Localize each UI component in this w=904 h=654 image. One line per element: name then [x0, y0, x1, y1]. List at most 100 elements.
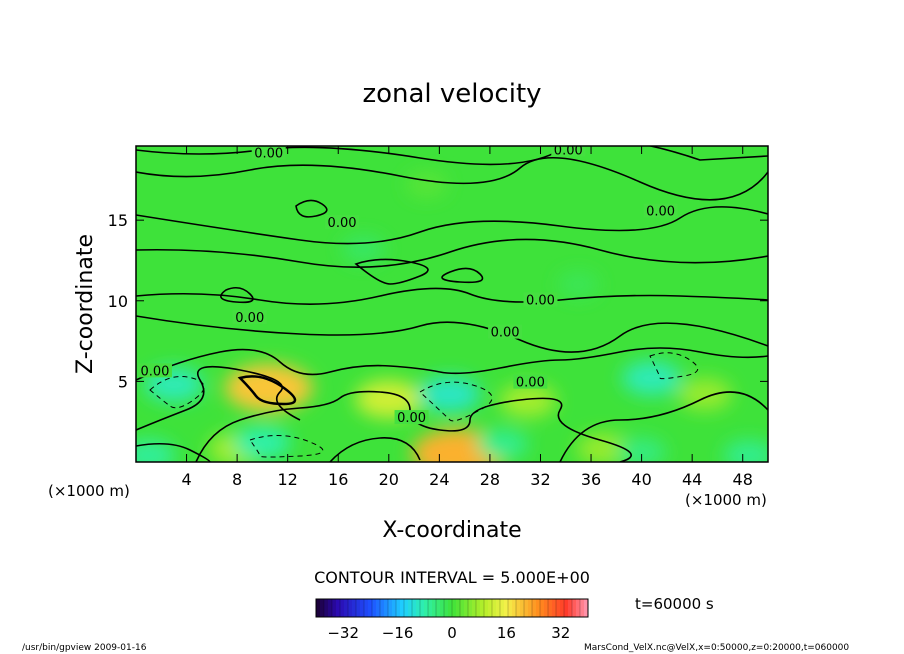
contour-label: 0.00 [254, 147, 283, 162]
colorbar-cell [348, 599, 353, 617]
x-axis: 4 8 12 16 20 24 28 32 36 40 44 48 [181, 146, 753, 489]
colorbar-tick-label: 0 [447, 624, 457, 642]
field-blob [576, 432, 631, 462]
colorbar-cell [416, 599, 421, 617]
contour-line [136, 206, 768, 245]
colorbar-cell [360, 599, 365, 617]
colorbar-cell [520, 599, 525, 617]
colorbar-tick-label: 16 [497, 624, 516, 642]
time-label: t=60000 s [635, 595, 714, 613]
contour-label-bg [551, 146, 586, 157]
colorbar-cell [464, 599, 469, 617]
colorbar-cell [572, 599, 577, 617]
contour-line [441, 267, 484, 284]
plot-frame [135, 145, 769, 463]
contour-line [559, 391, 768, 462]
colorbar-cell [480, 599, 485, 617]
contour-label: 0.00 [516, 376, 545, 391]
plot-area: 0.00 0.00 0.00 0.00 0.00 0.00 0.00 0.00 0.00 0.00 [136, 143, 768, 462]
colorbar-cell [412, 599, 417, 617]
colorbar-cell [484, 599, 489, 617]
colorbar-cell [544, 599, 549, 617]
contour-line-positive [237, 375, 297, 406]
contour-label-bg [488, 324, 523, 339]
x-tick-label: 8 [232, 470, 242, 489]
colorbar-cell [320, 599, 325, 617]
colorbar-cell [396, 599, 401, 617]
field-blob [234, 425, 291, 460]
field-blob [418, 376, 481, 413]
x-tick-label: 44 [682, 470, 702, 489]
contour-labels: 0.00 0.00 0.00 0.00 0.00 0.00 0.00 0.00 0.00 0.00 [137, 143, 678, 426]
colorbar-cell [424, 599, 429, 617]
contour-label: 0.00 [526, 293, 555, 308]
colorbar-cell [444, 599, 449, 617]
colorbar-cell [456, 599, 461, 617]
colorbar-cell [376, 599, 381, 617]
contour-line [354, 258, 429, 285]
contour-lines [136, 146, 768, 462]
colorbar-cell [428, 599, 433, 617]
contour-line [329, 437, 421, 462]
x-tick-label: 20 [379, 470, 399, 489]
colorbar-cell [380, 599, 385, 617]
x-tick-label: 4 [181, 470, 191, 489]
contour-line [136, 146, 768, 166]
contour-label: 0.00 [554, 143, 583, 158]
colorbar-cell [332, 599, 337, 617]
colorbar-cell [540, 599, 545, 617]
colorbar-cell [340, 599, 345, 617]
colorbar-cell [496, 599, 501, 617]
footer-left: /usr/bin/gpview 2009-01-16 [22, 643, 147, 653]
colorbar-cell [492, 599, 497, 617]
colorbar-cell [560, 599, 565, 617]
colorbar-cell [352, 599, 357, 617]
field-blob [476, 428, 529, 460]
colorbar-cell [508, 599, 513, 617]
colorbar-cell [432, 599, 437, 617]
contour-label: 0.00 [646, 205, 675, 220]
contour-line [136, 315, 768, 353]
colorbar-cell [532, 599, 537, 617]
contour-line [136, 287, 768, 305]
field-blob [224, 363, 313, 412]
colorbar-cell [400, 599, 405, 617]
colorbar-cell [368, 599, 373, 617]
contour-label: 0.00 [235, 311, 264, 326]
contour-label-bg [523, 292, 558, 307]
contour-line [220, 286, 254, 304]
contour-label: 0.00 [397, 411, 426, 426]
colorbar-cell [460, 599, 465, 617]
colorbar-cell [512, 599, 517, 617]
colorbar-cell [408, 599, 413, 617]
colorbar-cell [356, 599, 361, 617]
contour-label: 0.00 [491, 326, 520, 341]
field-blob [677, 378, 732, 411]
x-axis-unit-left: (×1000 m) [48, 482, 130, 500]
colorbar-cell [516, 599, 521, 617]
x-tick-label: 16 [328, 470, 348, 489]
contour-line [295, 199, 328, 218]
contour-label-bg [394, 410, 429, 425]
y-tick-label: 10 [108, 292, 128, 311]
colorbar-cell [468, 599, 473, 617]
x-tick-label: 12 [278, 470, 298, 489]
footer-right: MarsCond_VelX.nc@VelX,x=0:50000,z=0:2000… [584, 643, 849, 653]
contour-label-bg [232, 310, 267, 325]
colorbar-cell [548, 599, 553, 617]
colorbar-cell [316, 599, 321, 617]
y-tick-label: 5 [118, 372, 128, 391]
x-tick-label: 28 [480, 470, 500, 489]
contour-interval: CONTOUR INTERVAL = 5.000E+00 [314, 568, 590, 587]
colorbar-cell [384, 599, 389, 617]
colorbar-cell [536, 599, 541, 617]
field-blob [723, 439, 768, 462]
contour-label-bg [513, 374, 548, 389]
contour-label: 0.00 [328, 216, 357, 231]
colorbar-cell [584, 599, 589, 617]
contour-line [136, 347, 768, 381]
contour-line [136, 365, 301, 431]
colorbar-cell [404, 599, 409, 617]
colorbar-cell [436, 599, 441, 617]
colorbar-cell [344, 599, 349, 617]
